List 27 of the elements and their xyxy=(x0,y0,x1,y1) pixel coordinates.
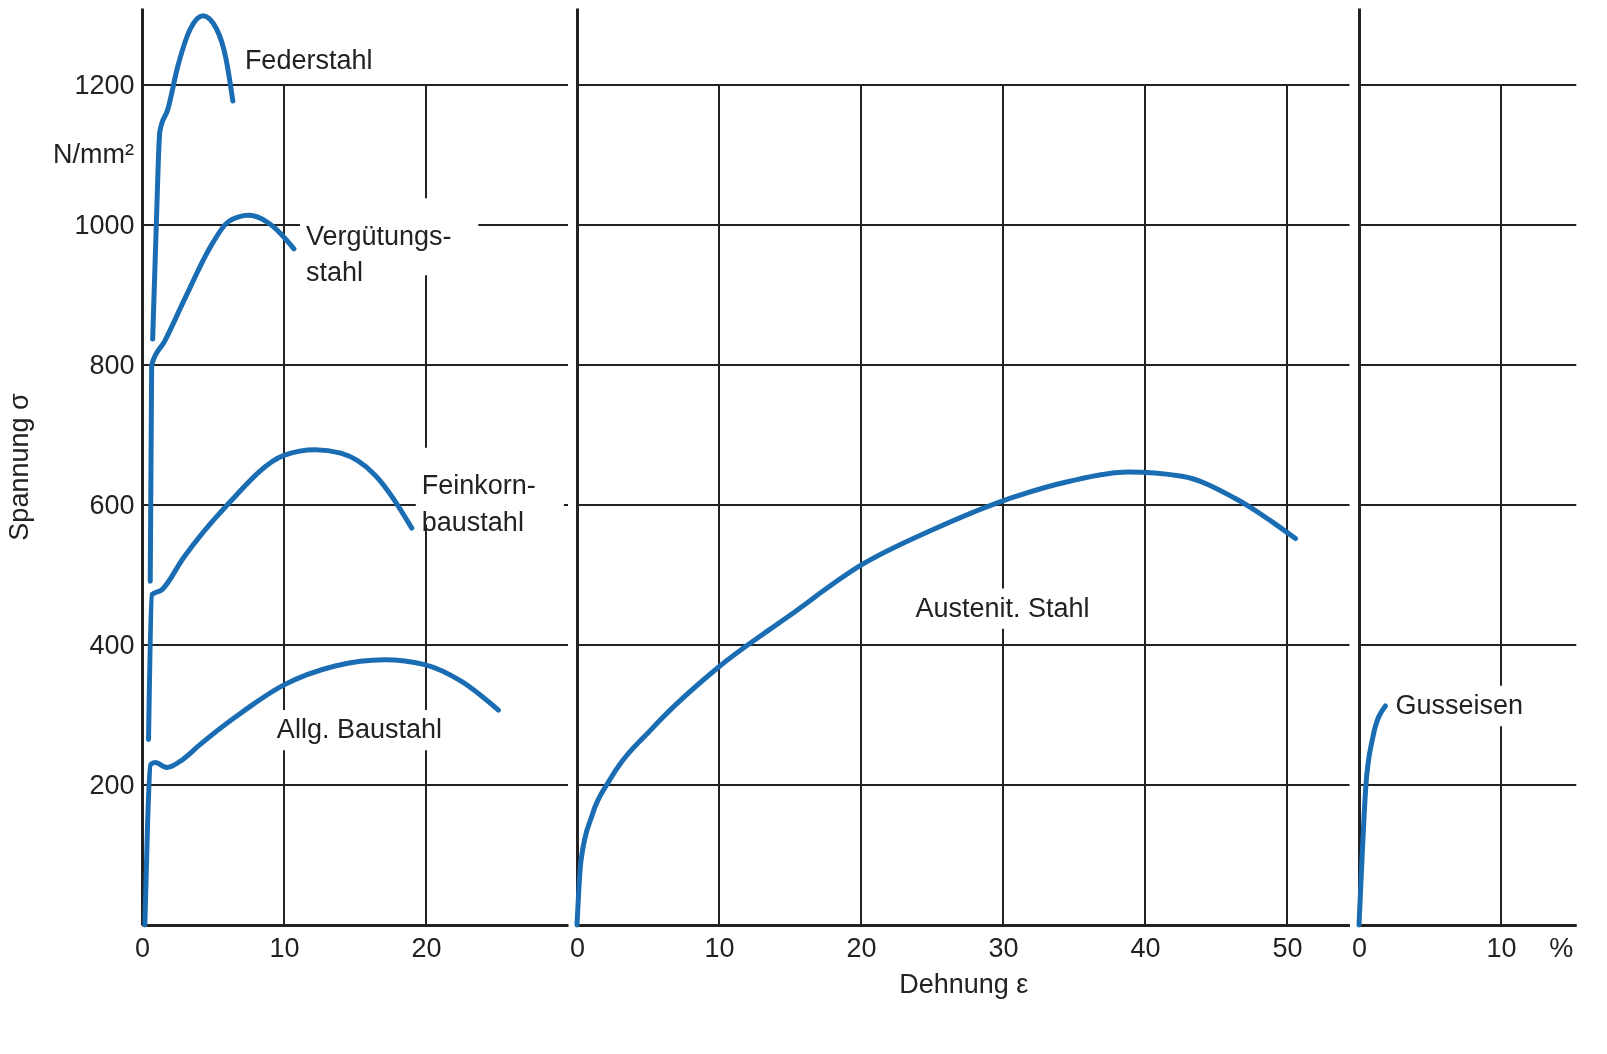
series-label: Feinkorn- baustahl xyxy=(421,470,536,537)
x-tick-label: 50 xyxy=(1272,932,1303,963)
x-tick-label: 40 xyxy=(1130,932,1161,963)
x-tick-label: 0 xyxy=(134,932,151,963)
series-label: Vergütungs- stahl xyxy=(305,220,452,288)
series-label: Federstahl xyxy=(244,45,373,76)
y-tick-label: 400 xyxy=(89,629,135,660)
x-axis-title: Dehnung ε xyxy=(899,968,1029,999)
y-axis-title: Spannung σ xyxy=(4,393,35,541)
y-tick-label: 1200 xyxy=(74,69,135,100)
x-tick-label: % xyxy=(1549,932,1574,963)
x-tick-label: 20 xyxy=(411,932,442,963)
x-tick-label: 0 xyxy=(1351,932,1368,963)
x-tick-label: 10 xyxy=(704,932,735,963)
series-label: Allg. Baustahl xyxy=(276,714,442,745)
x-tick-label: 0 xyxy=(569,932,586,963)
y-tick-label: 200 xyxy=(89,769,135,800)
x-tick-label: 30 xyxy=(988,932,1019,963)
text: N/mm² xyxy=(53,139,134,169)
y-tick-label: 1000 xyxy=(74,209,135,240)
x-tick-label: 20 xyxy=(846,932,877,963)
series-label: Gusseisen xyxy=(1395,689,1523,720)
y-tick-label: 800 xyxy=(89,349,135,380)
series-label: Austenit. Stahl xyxy=(915,592,1090,623)
x-tick-label: 10 xyxy=(1486,932,1517,963)
y-tick-label: 600 xyxy=(89,489,135,520)
x-tick-label: 10 xyxy=(269,932,300,963)
